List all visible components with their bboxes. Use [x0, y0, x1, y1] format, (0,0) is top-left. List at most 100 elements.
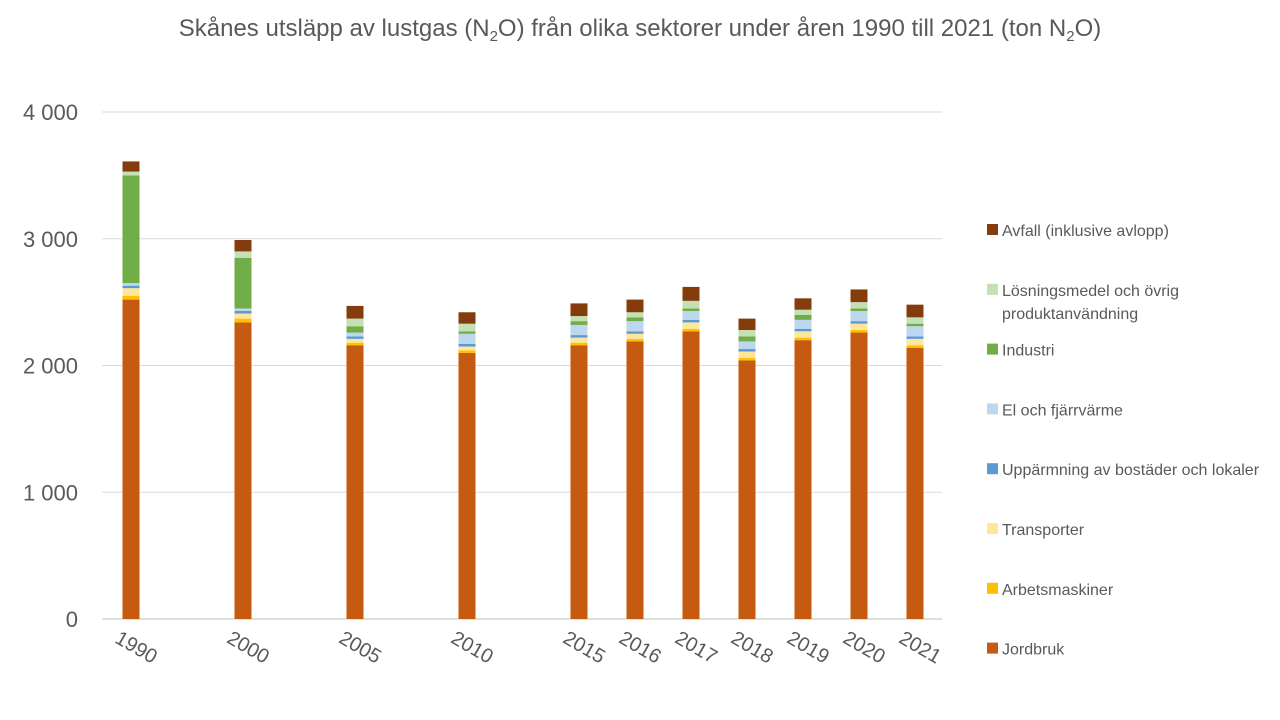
bar-2010-series-6: [458, 323, 476, 332]
bar-2019-series-1: [794, 337, 812, 341]
bar-2010-series-2: [458, 346, 476, 351]
bar-2020-series-0: [850, 332, 868, 619]
bar-2017-series-1: [682, 328, 700, 332]
legend-item: Uppärmning av bostäder och lokaler: [987, 462, 1260, 479]
bar-2021-series-0: [906, 347, 924, 619]
bar-2016-series-0: [626, 341, 644, 619]
bar-1990-series-1: [122, 295, 140, 300]
x-tick-label: 2010: [447, 627, 497, 668]
bar-1990-series-0: [122, 299, 140, 619]
bar-2018-series-0: [738, 360, 756, 619]
x-tick-label: 2019: [783, 627, 833, 668]
legend: Avfall (inklusive avlopp) Lösningsmedel o…: [987, 223, 1260, 659]
legend-label: Industri: [1002, 343, 1054, 360]
x-tick-label: 2005: [335, 627, 385, 668]
x-tick-label: 2018: [727, 627, 777, 668]
chart-title-part-mid: O) från olika sektorer under åren 1990 t…: [498, 15, 1066, 42]
legend-swatch: [987, 463, 998, 475]
bar-2019-series-6: [794, 309, 812, 315]
bar-2018-series-4: [738, 341, 756, 350]
y-tick-label: 0: [66, 607, 78, 632]
legend-swatch: [987, 642, 998, 654]
bars: [122, 161, 924, 619]
legend-label: Uppärmning av bostäder och lokaler: [1002, 462, 1260, 479]
bar-stack-2005: [346, 305, 364, 619]
x-tick-label: 2015: [559, 627, 609, 668]
legend-label: Avfall (inklusive avlopp): [1002, 223, 1169, 240]
bar-2005-series-7: [346, 305, 364, 319]
legend-label: Transporter: [1002, 522, 1085, 539]
bar-2018-series-7: [738, 318, 756, 331]
bar-2015-series-5: [570, 321, 588, 325]
bar-2005-series-5: [346, 326, 364, 333]
y-tick-label: 3 000: [23, 227, 78, 252]
bar-2021-series-3: [906, 336, 924, 339]
bar-2016-series-5: [626, 317, 644, 322]
bar-2015-series-7: [570, 303, 588, 317]
bar-1990-series-2: [122, 288, 140, 296]
bar-2016-series-4: [626, 321, 644, 332]
bar-2019-series-7: [794, 298, 812, 310]
gridlines: [102, 111, 942, 620]
legend-item: Industri: [987, 343, 1054, 360]
legend-swatch: [987, 343, 998, 355]
x-tick-label: 2017: [671, 627, 721, 668]
bar-2015-series-3: [570, 335, 588, 338]
bar-1990-series-4: [122, 283, 140, 286]
bar-2019-series-2: [794, 331, 812, 338]
bar-2005-series-4: [346, 332, 364, 337]
bar-2015-series-2: [570, 337, 588, 343]
bar-2018-series-1: [738, 357, 756, 361]
bar-2021-series-1: [906, 345, 924, 348]
bar-2010-series-1: [458, 350, 476, 353]
chart-title-part-end: O): [1075, 15, 1102, 42]
bar-2000-series-6: [234, 251, 252, 258]
bar-2017-series-0: [682, 331, 700, 619]
chart-title-subscript-2: 2: [1066, 28, 1074, 45]
bar-2005-series-6: [346, 318, 364, 327]
bar-2017-series-5: [682, 308, 700, 311]
bar-2010-series-4: [458, 333, 476, 344]
bar-2018-series-5: [738, 336, 756, 342]
x-tick-label: 1990: [111, 627, 161, 668]
bar-2019-series-0: [794, 340, 812, 619]
bar-stack-2015: [570, 303, 588, 619]
bar-stack-2010: [458, 312, 476, 619]
legend-item: Arbetsmaskiner: [987, 582, 1114, 599]
legend-swatch: [987, 523, 998, 534]
y-tick-label: 1 000: [23, 480, 78, 505]
legend-item: Jordbruk: [987, 642, 1065, 659]
bar-2016-series-7: [626, 299, 644, 313]
y-tick-label: 4 000: [23, 100, 78, 125]
legend-item: Transporter: [987, 522, 1085, 539]
bar-2010-series-7: [458, 312, 476, 324]
bar-2016-series-6: [626, 312, 644, 318]
bar-stack-2021: [906, 304, 924, 619]
bar-2021-series-2: [906, 338, 924, 346]
x-tick-label: 2000: [223, 627, 273, 668]
bar-stack-2000: [234, 240, 252, 619]
bar-stack-2020: [850, 289, 868, 619]
bar-2005-series-3: [346, 336, 364, 339]
bar-2015-series-1: [570, 342, 588, 346]
legend-item: Avfall (inklusive avlopp): [987, 223, 1169, 240]
bar-2000-series-2: [234, 313, 252, 319]
legend-item: Lösningsmedel och övrig produktanvändning: [987, 283, 1179, 323]
bar-1990-series-3: [122, 285, 140, 289]
bar-1990-series-5: [122, 175, 140, 284]
bar-2020-series-5: [850, 308, 868, 311]
chart-title: Skånes utsläpp av lustgas (N2O) från oli…: [179, 15, 1102, 45]
bar-2019-series-4: [794, 319, 812, 329]
x-tick-label: 2016: [615, 627, 665, 668]
bar-2017-series-7: [682, 286, 700, 301]
bar-2021-series-7: [906, 304, 924, 318]
bar-2021-series-4: [906, 326, 924, 337]
bar-2000-series-1: [234, 318, 252, 323]
bar-2017-series-6: [682, 300, 700, 309]
bar-2017-series-2: [682, 322, 700, 329]
bar-2010-series-0: [458, 352, 476, 619]
bar-2021-series-5: [906, 323, 924, 327]
x-tick-label: 2020: [839, 627, 889, 668]
bar-2005-series-1: [346, 342, 364, 346]
